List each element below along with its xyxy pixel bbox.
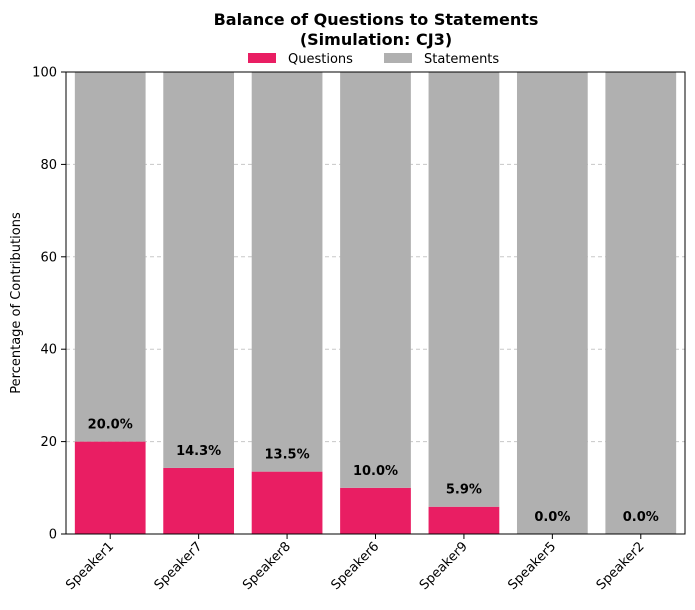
bar-statements-speaker7 [163, 72, 235, 468]
data-labels: 20.0% 14.3% 13.5% 10.0% 5.9% 0.0% 0.0% [88, 418, 659, 525]
bar-questions-speaker6 [340, 487, 411, 534]
chart-title-line2: (Simulation: CJ3) [300, 30, 452, 49]
bar-statements-speaker2 [605, 72, 677, 534]
bar-statements-speaker1 [74, 72, 146, 442]
y-tick-label: 0 [49, 528, 57, 543]
x-axis: Speaker1 Speaker7 Speaker8 Speaker6 Speaker9… [63, 534, 648, 593]
bar-statements-speaker5 [516, 72, 588, 534]
data-label: 5.9% [446, 483, 482, 498]
legend-swatch-statements [384, 53, 412, 63]
y-tick-label: 20 [40, 435, 57, 450]
bar-questions-speaker1 [74, 441, 146, 534]
bar-statements-speaker9 [428, 72, 500, 507]
bar-statements-speaker6 [340, 72, 411, 488]
y-tick-label: 60 [40, 250, 57, 265]
legend-swatch-questions [248, 53, 276, 63]
data-label: 14.3% [176, 444, 221, 459]
data-label: 13.5% [265, 448, 310, 463]
y-tick-label: 80 [40, 158, 57, 173]
bar-questions-speaker7 [163, 467, 235, 534]
y-tick-label: 100 [32, 66, 57, 81]
y-axis: 0 20 40 60 80 100 [32, 66, 66, 543]
x-tick-label: Speaker9 [417, 539, 471, 593]
x-tick-label: Speaker8 [240, 539, 294, 593]
bar-questions-speaker8 [251, 471, 323, 534]
x-tick-label: Speaker6 [328, 539, 382, 593]
bar-questions-speaker9 [428, 506, 500, 534]
data-label: 10.0% [353, 464, 398, 479]
legend-label-questions: Questions [288, 52, 353, 67]
legend-label-statements: Statements [424, 52, 499, 67]
bars [74, 72, 677, 534]
y-tick-label: 40 [40, 343, 57, 358]
x-tick-label: Speaker5 [505, 539, 559, 593]
legend: Questions Statements [248, 52, 499, 67]
bar-statements-speaker8 [251, 72, 323, 472]
x-tick-label: Speaker1 [63, 539, 117, 593]
data-label: 0.0% [534, 510, 570, 525]
x-tick-label: Speaker2 [594, 539, 648, 593]
data-label: 0.0% [623, 510, 659, 525]
y-axis-label: Percentage of Contributions [9, 212, 24, 394]
data-label: 20.0% [88, 418, 133, 433]
x-tick-label: Speaker7 [152, 539, 206, 593]
chart-title-line1: Balance of Questions to Statements [214, 10, 539, 29]
